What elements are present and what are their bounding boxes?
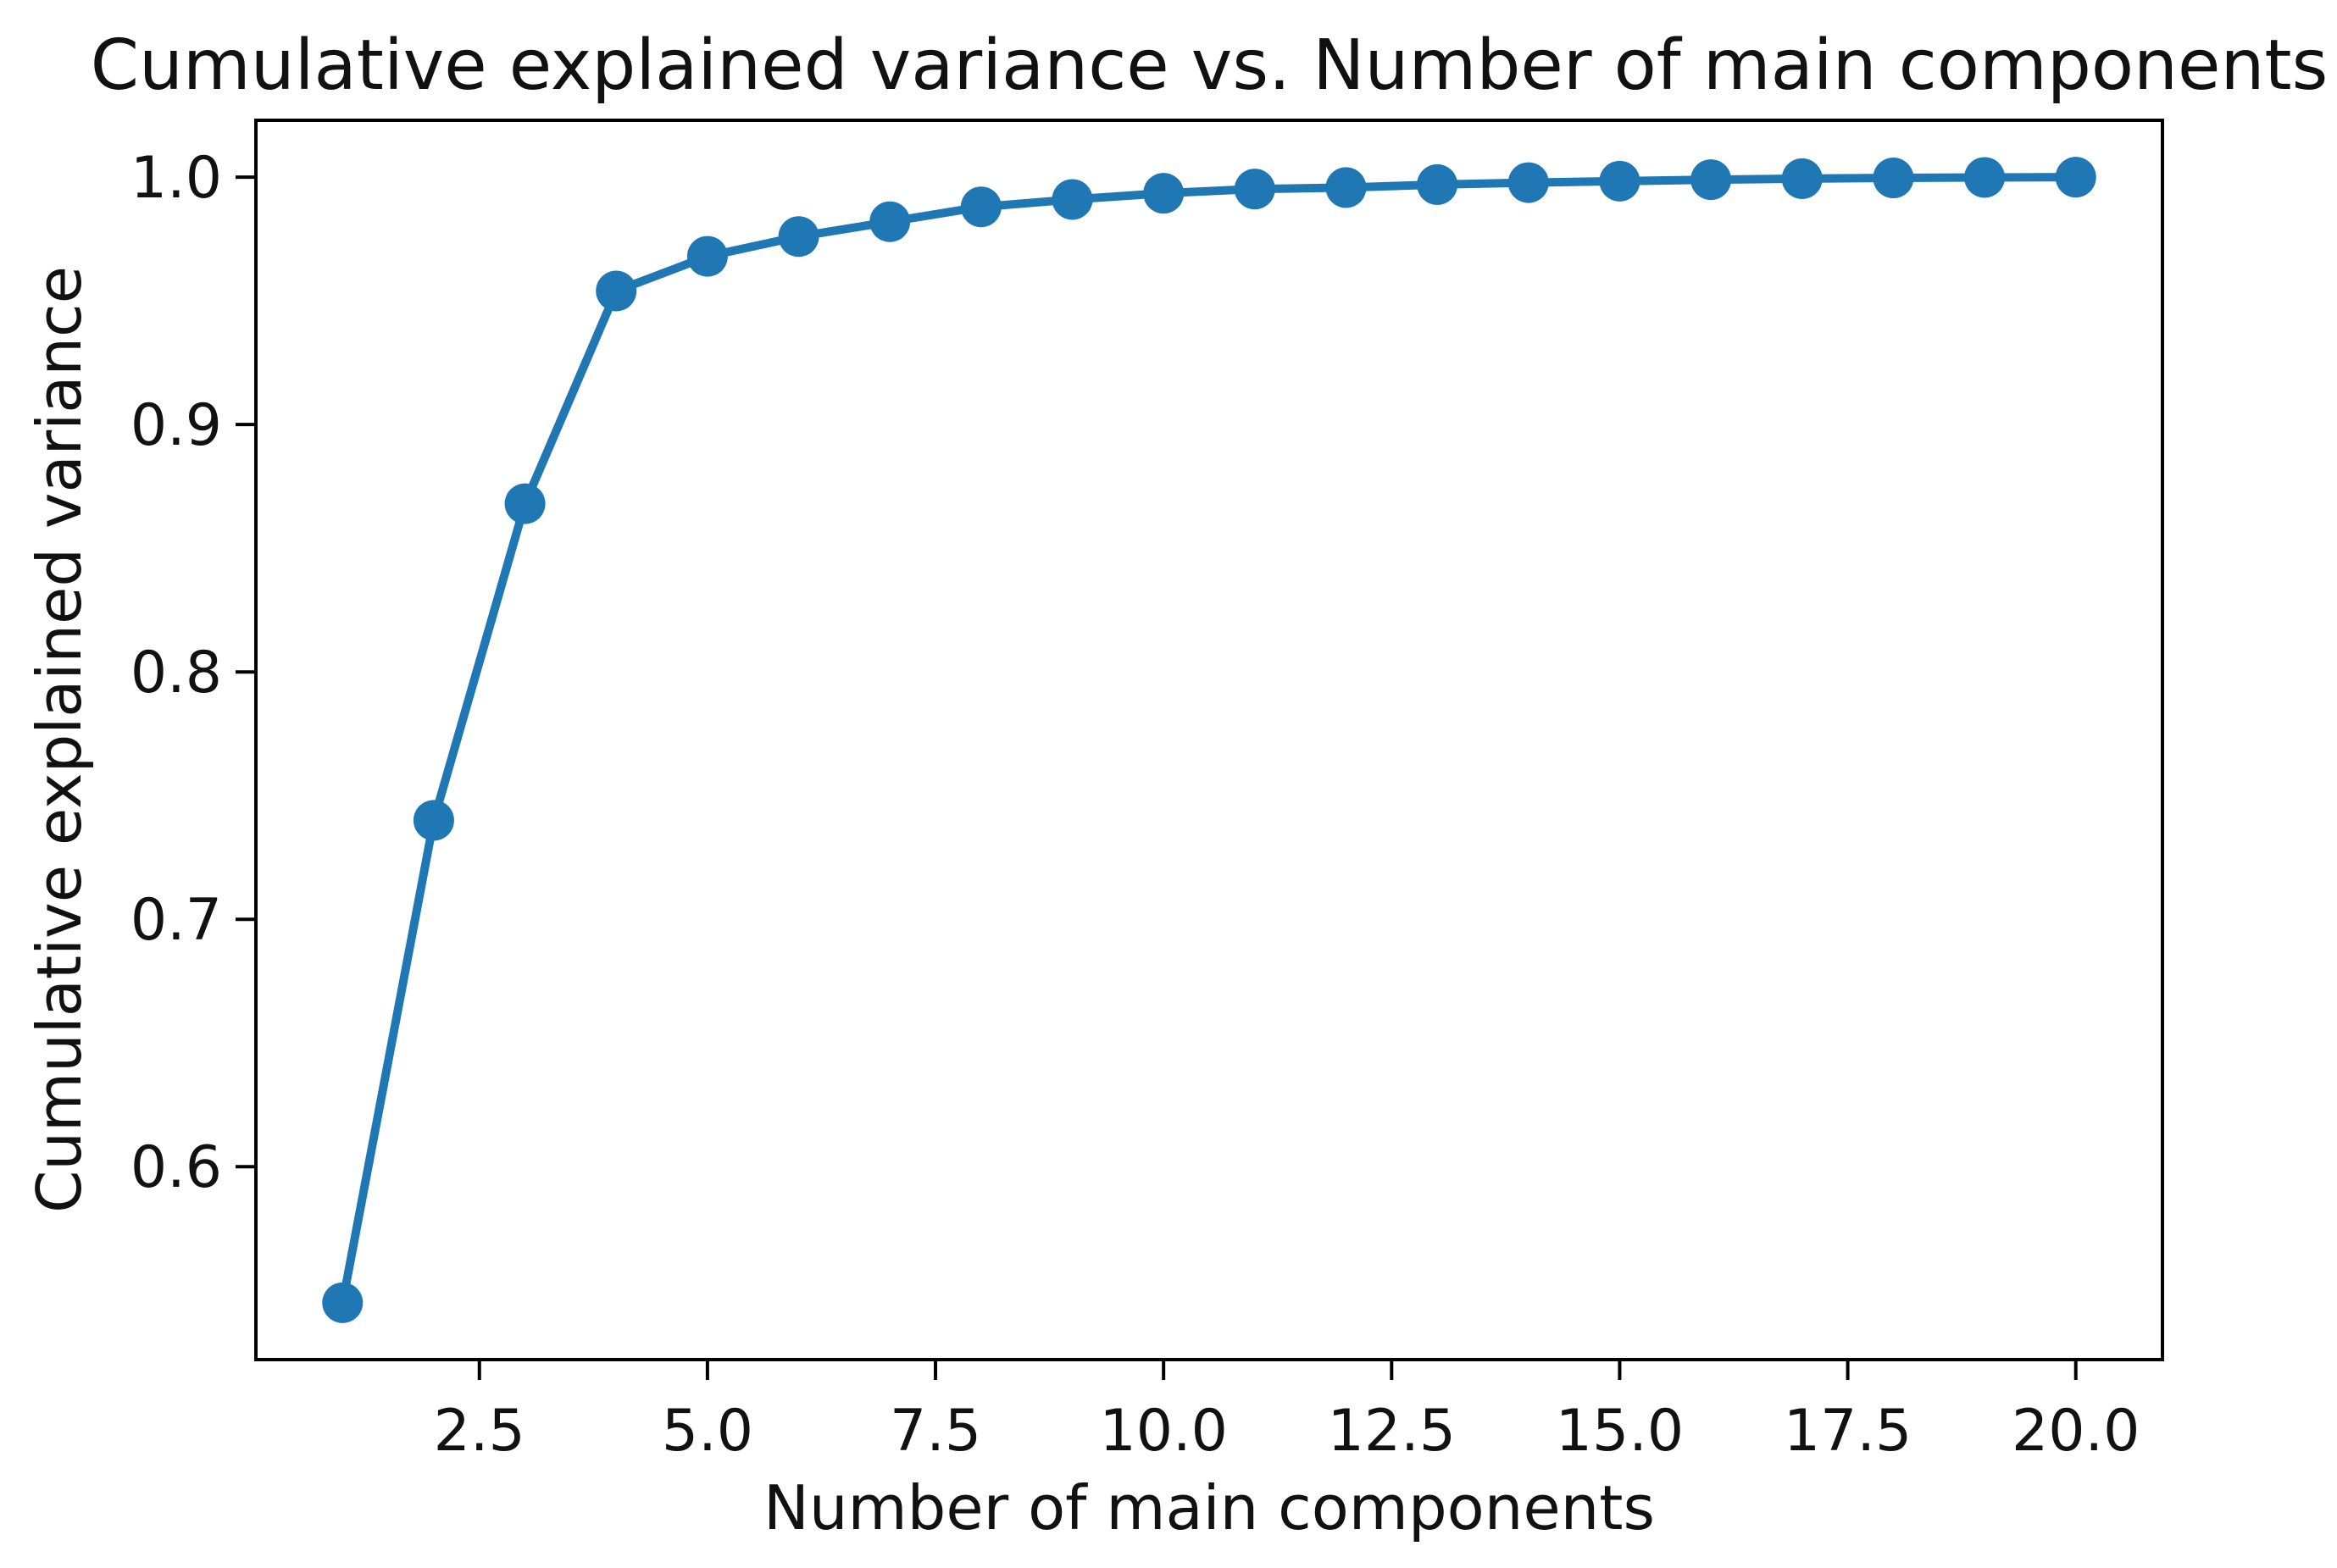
data-point-marker bbox=[1964, 157, 2006, 198]
y-axis-ticks: 0.6 0.7 0.8 0.9 1.0 bbox=[130, 145, 256, 1201]
data-point-marker bbox=[2055, 157, 2096, 198]
data-point-marker bbox=[1599, 160, 1640, 202]
y-axis-label: Cumulative explained variance bbox=[24, 266, 95, 1213]
x-tick-label: 17.5 bbox=[1784, 1398, 1912, 1465]
x-tick-label: 7.5 bbox=[890, 1398, 981, 1465]
plot-area bbox=[254, 119, 2164, 1361]
data-point-marker bbox=[1325, 167, 1367, 208]
data-point-marker bbox=[1781, 158, 1823, 199]
data-point-marker bbox=[1507, 162, 1549, 203]
data-point-marker bbox=[322, 1282, 364, 1323]
data-series bbox=[322, 157, 2096, 1323]
y-tick-label: 0.9 bbox=[130, 392, 222, 459]
data-point-marker bbox=[960, 186, 1002, 228]
x-tick-label: 5.0 bbox=[662, 1398, 753, 1465]
data-point-marker bbox=[596, 270, 637, 312]
data-point-marker bbox=[1690, 159, 1732, 201]
data-point-marker bbox=[1234, 169, 1275, 210]
x-tick-label: 12.5 bbox=[1328, 1398, 1456, 1465]
x-axis-label: Number of main components bbox=[763, 1472, 1655, 1543]
data-point-marker bbox=[413, 800, 454, 841]
data-point-marker bbox=[504, 483, 546, 524]
y-tick-label: 0.7 bbox=[130, 887, 222, 954]
x-tick-label: 15.0 bbox=[1556, 1398, 1684, 1465]
x-tick-label: 10.0 bbox=[1099, 1398, 1227, 1465]
x-tick-label: 2.5 bbox=[434, 1398, 525, 1465]
x-axis-ticks: 2.5 5.0 7.5 10.0 12.5 15.0 17.5 20.0 bbox=[434, 1360, 2140, 1465]
y-tick-label: 1.0 bbox=[130, 145, 222, 212]
data-point-marker bbox=[778, 216, 819, 258]
data-point-marker bbox=[686, 235, 728, 277]
y-tick-label: 0.6 bbox=[130, 1134, 222, 1201]
data-point-marker bbox=[1873, 158, 1914, 199]
data-point-marker bbox=[1052, 179, 1093, 220]
data-point-marker bbox=[869, 201, 911, 242]
chart-title: Cumulative explained variance vs. Number… bbox=[91, 25, 2329, 106]
y-tick-label: 0.8 bbox=[130, 640, 222, 706]
x-tick-label: 20.0 bbox=[2012, 1398, 2140, 1465]
data-point-marker bbox=[1143, 173, 1185, 214]
data-point-marker bbox=[1417, 163, 1458, 205]
